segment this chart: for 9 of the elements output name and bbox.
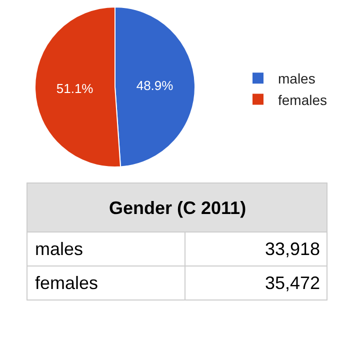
legend-label: males [278,70,316,87]
text: females [35,273,98,293]
text: 33,918 [265,239,320,259]
data-label: 48.9% [136,78,174,94]
text: 35,472 [265,273,320,293]
text: Gender (C 2011) [109,198,246,218]
text: males [35,239,84,259]
legend-label: females [278,92,328,108]
data-label: 51.1% [56,80,94,96]
